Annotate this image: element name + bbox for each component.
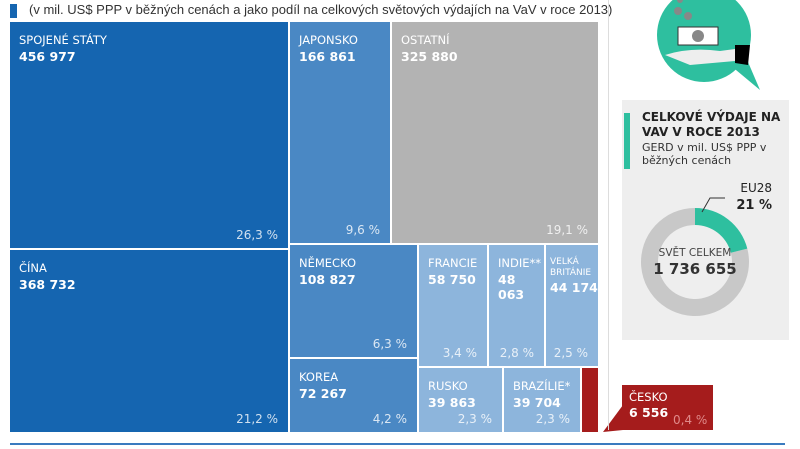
treemap-cell: RUSKO 39 863 2,3 % (419, 368, 502, 432)
cell-value: 325 880 (401, 49, 458, 64)
panel-subtitle: GERD v mil. US$ PPP v běžných cenách (642, 141, 767, 167)
callout-pointer (603, 405, 623, 432)
cell-share: 2,3 % (535, 412, 570, 426)
donut-eu28-segment (695, 208, 748, 253)
cell-value: 39 863 (428, 395, 476, 410)
cell-share: 2,5 % (553, 346, 588, 360)
donut-chart: EU28 21 % SVĚT CELKEM 1 736 655 (641, 181, 772, 316)
treemap-cell: NĚMECKO 108 827 6,3 % (290, 245, 417, 357)
cell-value: 166 861 (299, 49, 356, 64)
cell-share: 19,1 % (546, 223, 588, 237)
cell-share: 3,4 % (442, 346, 477, 360)
chart-subtitle: (v mil. US$ PPP v běžných cenách a jako … (10, 2, 612, 18)
cell-value: 58 750 (428, 272, 476, 287)
cell-share: 21,2 % (236, 412, 278, 426)
cell-name: KOREA (299, 370, 339, 384)
cell-name: OSTATNÍ (401, 33, 450, 47)
cell-value: 368 732 (19, 277, 76, 292)
cell-value: 44 174 (550, 280, 598, 295)
cell-name: ČÍNA (19, 261, 47, 275)
leader-line (701, 197, 725, 213)
cell-name: VELKÁ BRITÁNIE (550, 257, 592, 278)
cell-name: FRANCIE (428, 256, 478, 270)
cell-share: 26,3 % (236, 228, 278, 242)
donut-rest-segment (641, 208, 749, 316)
cell-value: 72 267 (299, 386, 347, 401)
cell-value: 6 556 (629, 405, 669, 420)
world-total-value: 1 736 655 (653, 260, 737, 278)
money-hand-icon (657, 0, 760, 90)
treemap-cell: ČÍNA 368 732 21,2 % (10, 250, 288, 432)
cell-value: 48 063 (498, 272, 525, 302)
cell-name: RUSKO (428, 379, 468, 393)
treemap-cell: BRAZÍLIE* 39 704 2,3 % (504, 368, 580, 432)
eu28-label: EU28 (740, 181, 772, 195)
subtitle-marker (10, 3, 17, 18)
cell-share: 2,8 % (499, 346, 534, 360)
eu28-share: 21 % (736, 198, 772, 213)
cell-share: 9,6 % (345, 223, 380, 237)
panel-title: CELKOVÉ VÝDAJE NA VAV V ROCE 2013 (642, 110, 781, 139)
cell-value: 39 704 (513, 395, 561, 410)
treemap-cell: INDIE** 48 063 2,8 % (489, 245, 544, 366)
treemap-cell: FRANCIE 58 750 3,4 % (419, 245, 487, 366)
cell-value: 108 827 (299, 272, 356, 287)
cell-share: 0,4 % (673, 413, 708, 427)
cell-name: NĚMECKO (299, 256, 357, 270)
cell-name: JAPONSKO (299, 33, 358, 47)
world-total-label: SVĚT CELKEM (659, 246, 732, 259)
cell-name: ČESKO (629, 390, 668, 404)
cell-value: 456 977 (19, 49, 76, 64)
treemap-cell: KOREA 72 267 4,2 % (290, 359, 417, 432)
divider (608, 0, 609, 430)
cell-name: BRAZÍLIE* (513, 379, 571, 393)
bottom-rule (10, 443, 785, 445)
treemap-cell: OSTATNÍ 325 880 19,1 % (392, 22, 598, 243)
cell-share: 2,3 % (457, 412, 492, 426)
treemap-cell: VELKÁ BRITÁNIE 44 174 2,5 % (546, 245, 598, 366)
cell-name: INDIE** (498, 256, 542, 270)
treemap-cell: SPOJENÉ STÁTY 456 977 26,3 % (10, 22, 288, 248)
czech-callout: ČESKO 6 556 0,4 % (622, 385, 713, 430)
treemap-cell: JAPONSKO 166 861 9,6 % (290, 22, 390, 243)
panel-accent (624, 113, 630, 169)
cell-name: SPOJENÉ STÁTY (19, 33, 107, 47)
cell-share: 6,3 % (372, 337, 407, 351)
treemap-cell (582, 368, 598, 432)
cell-share: 4,2 % (372, 412, 407, 426)
